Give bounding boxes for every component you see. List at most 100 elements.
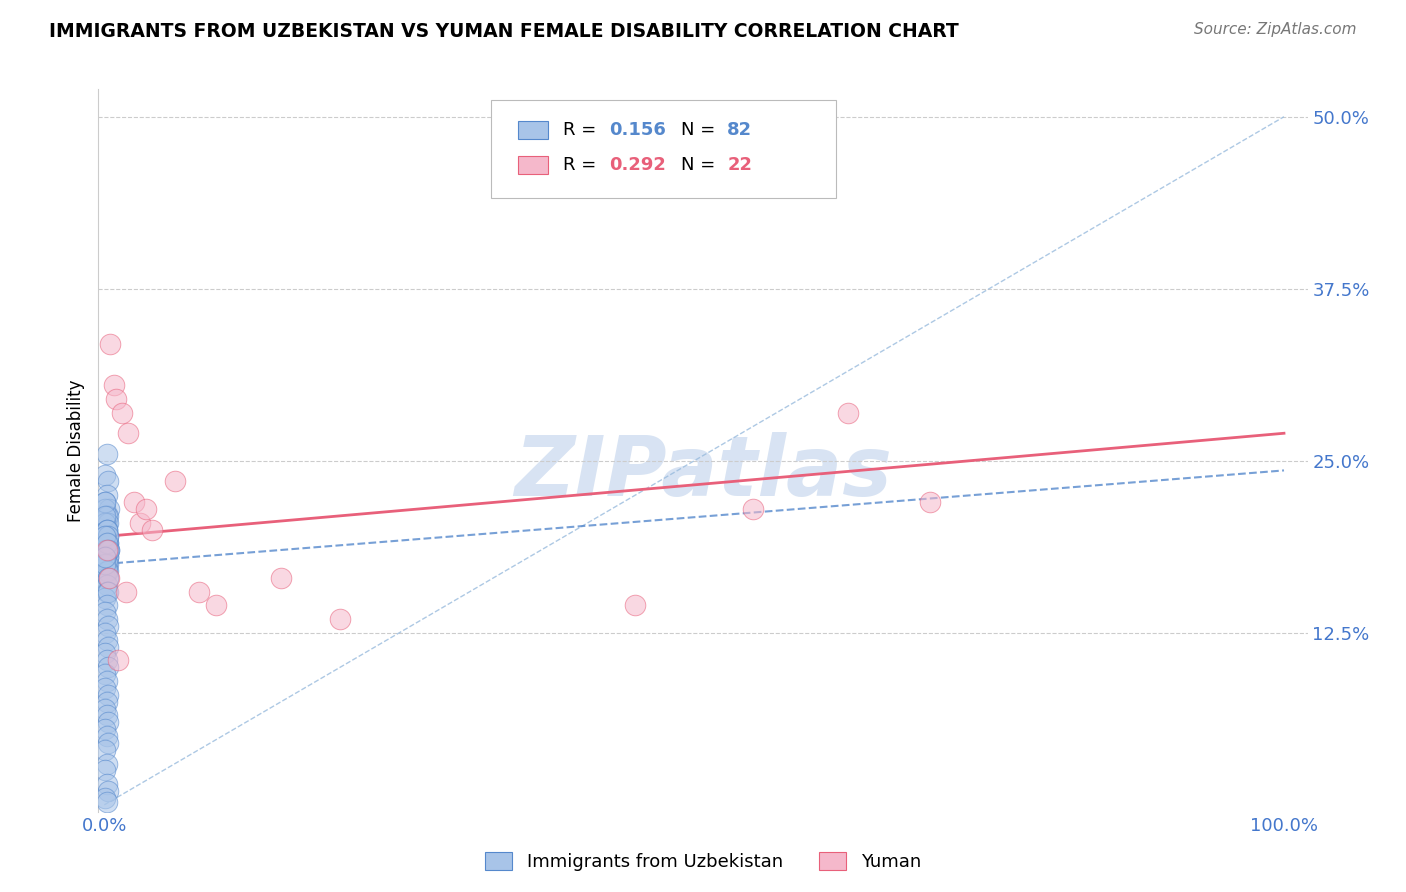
- Point: [105, 392, 128, 406]
- Point: [94, 647, 117, 661]
- Point: [97, 536, 120, 550]
- Point: [96, 708, 118, 723]
- Point: [135, 502, 157, 516]
- Point: [97, 660, 120, 674]
- Text: IMMIGRANTS FROM UZBEKISTAN VS YUMAN FEMALE DISABILITY CORRELATION CHART: IMMIGRANTS FROM UZBEKISTAN VS YUMAN FEMA…: [49, 22, 959, 41]
- Point: [94, 516, 117, 530]
- Point: [96, 508, 118, 523]
- Text: Source: ZipAtlas.com: Source: ZipAtlas.com: [1194, 22, 1357, 37]
- Point: [122, 495, 145, 509]
- Point: [94, 591, 117, 606]
- Point: [96, 564, 118, 578]
- Point: [920, 495, 942, 509]
- Point: [96, 523, 118, 537]
- Point: [96, 557, 118, 571]
- Point: [94, 557, 117, 571]
- Point: [96, 599, 118, 613]
- Point: [96, 673, 118, 688]
- Point: [97, 557, 120, 571]
- FancyBboxPatch shape: [492, 100, 837, 198]
- Point: [96, 795, 118, 809]
- Point: [94, 529, 117, 543]
- Point: [97, 571, 120, 585]
- Point: [94, 667, 117, 681]
- Point: [97, 640, 120, 654]
- Point: [111, 406, 134, 420]
- Point: [97, 571, 120, 585]
- Point: [98, 543, 121, 558]
- Point: [96, 557, 118, 571]
- Point: [96, 536, 118, 550]
- Point: [96, 653, 118, 667]
- Point: [103, 378, 125, 392]
- Point: [96, 695, 118, 709]
- Text: 22: 22: [727, 156, 752, 174]
- Point: [97, 475, 120, 489]
- Point: [96, 729, 118, 743]
- Point: [94, 722, 117, 736]
- Point: [97, 564, 120, 578]
- Point: [94, 550, 117, 565]
- Point: [97, 715, 120, 730]
- Point: [94, 467, 117, 482]
- Point: [96, 632, 118, 647]
- Point: [96, 488, 118, 502]
- Point: [97, 688, 120, 702]
- Point: [97, 529, 120, 543]
- Point: [96, 447, 118, 461]
- Point: [187, 584, 209, 599]
- Point: [97, 529, 120, 543]
- Point: [97, 536, 120, 550]
- Point: [96, 756, 118, 771]
- Legend: Immigrants from Uzbekistan, Yuman: Immigrants from Uzbekistan, Yuman: [478, 845, 928, 879]
- Point: [329, 612, 352, 626]
- Point: [97, 550, 120, 565]
- Point: [96, 612, 118, 626]
- Text: 0.292: 0.292: [609, 156, 665, 174]
- Point: [96, 543, 118, 558]
- Point: [117, 426, 139, 441]
- Point: [94, 543, 117, 558]
- Point: [94, 701, 117, 715]
- Point: [94, 502, 117, 516]
- Point: [94, 625, 117, 640]
- Point: [94, 557, 117, 571]
- Point: [94, 764, 117, 778]
- Point: [98, 543, 121, 558]
- Y-axis label: Female Disability: Female Disability: [67, 379, 86, 522]
- Point: [114, 584, 136, 599]
- Point: [205, 599, 228, 613]
- Point: [97, 584, 120, 599]
- Text: N =: N =: [682, 156, 721, 174]
- Text: R =: R =: [562, 156, 602, 174]
- Point: [97, 508, 120, 523]
- Point: [96, 777, 118, 791]
- Point: [97, 550, 120, 565]
- Text: N =: N =: [682, 121, 721, 139]
- Point: [94, 495, 117, 509]
- Point: [837, 406, 859, 420]
- Point: [96, 536, 118, 550]
- Point: [94, 791, 117, 805]
- Point: [98, 502, 121, 516]
- Point: [96, 543, 118, 558]
- Point: [96, 536, 118, 550]
- Point: [96, 564, 118, 578]
- Point: [94, 605, 117, 619]
- Point: [165, 475, 187, 489]
- Point: [97, 784, 120, 798]
- Point: [97, 619, 120, 633]
- Point: [624, 599, 647, 613]
- Point: [96, 577, 118, 591]
- Point: [96, 543, 118, 558]
- Text: ZIPatlas: ZIPatlas: [515, 432, 891, 513]
- Point: [270, 571, 292, 585]
- Point: [94, 743, 117, 757]
- Point: [94, 550, 117, 565]
- Point: [128, 516, 150, 530]
- Text: R =: R =: [562, 121, 602, 139]
- Point: [141, 523, 163, 537]
- Point: [94, 571, 117, 585]
- Text: 82: 82: [727, 121, 752, 139]
- Point: [742, 502, 765, 516]
